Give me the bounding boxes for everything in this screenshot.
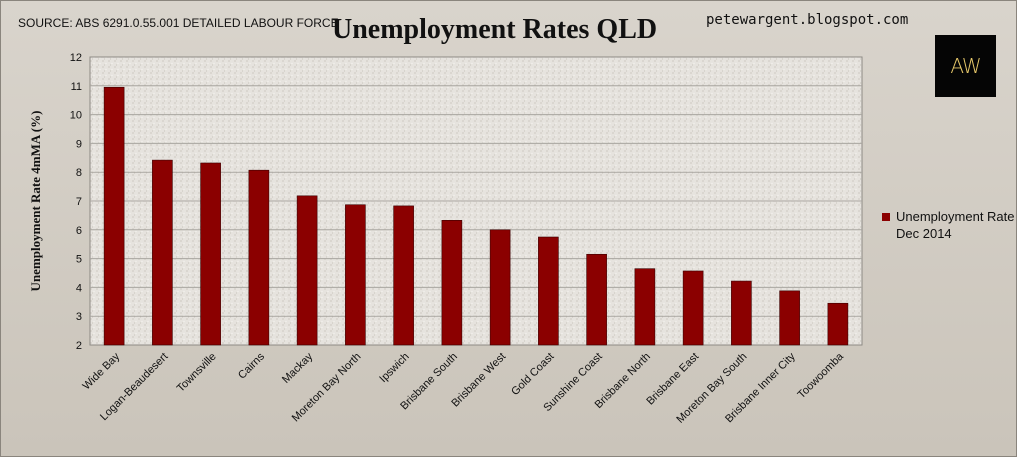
bar-toowoomba — [827, 302, 849, 346]
y-tick-label: 5 — [76, 254, 82, 266]
bar-mackay — [296, 195, 318, 346]
logo-text: AW — [950, 54, 981, 78]
x-tick-label: Wide Bay — [80, 350, 122, 392]
bar-brisbane-east — [682, 270, 704, 346]
bar-brisbane-north — [634, 268, 656, 346]
blog-url: petewargent.blogspot.com — [706, 12, 909, 28]
y-tick-label: 8 — [76, 167, 82, 179]
bar-logan-beaudesert — [152, 159, 173, 346]
legend-swatch — [882, 213, 890, 221]
y-tick-label: 6 — [76, 225, 82, 237]
bar-sunshine-coast — [586, 253, 607, 346]
y-axis-label: Unemployment Rate 4mMA (%) — [28, 111, 43, 292]
x-tick-label: Gold Coast — [509, 351, 556, 398]
legend-label: Unemployment Rate Dec 2014 — [896, 209, 1015, 241]
y-tick-label: 11 — [71, 81, 82, 93]
bar-brisbane-west — [489, 229, 511, 346]
x-tick-label: Toowoomba — [796, 350, 847, 401]
y-tick-label: 7 — [76, 196, 82, 208]
y-tick-label: 4 — [76, 282, 82, 294]
bar-gold-coast — [538, 236, 559, 346]
x-tick-label: Ipswich — [377, 351, 411, 385]
chart-title: Unemployment Rates QLD — [332, 14, 658, 45]
source-note: SOURCE: ABS 6291.0.55.001 DETAILED LABOU… — [18, 16, 339, 30]
y-tick-label: 12 — [70, 52, 82, 64]
bar-moreton-bay-north — [345, 204, 366, 346]
y-tick-label: 2 — [76, 340, 82, 352]
bar-moreton-bay-south — [731, 280, 752, 346]
x-tick-label: Cairns — [236, 350, 267, 381]
bar-cairns — [248, 169, 270, 346]
x-tick-label: Mackay — [280, 350, 316, 386]
bar-wide-bay — [103, 86, 125, 346]
bar-brisbane-south — [441, 219, 463, 346]
y-axis: 2 3 4 5 6 7 8 9 10 11 12 — [70, 52, 82, 352]
y-tick-label: 9 — [76, 138, 82, 150]
aw-logo: AW — [935, 35, 996, 97]
bar-ipswich — [393, 205, 414, 346]
bar-brisbane-inner-city — [779, 290, 800, 346]
y-tick-label: 3 — [76, 311, 82, 323]
legend: Unemployment Rate Dec 2014 — [882, 208, 1016, 242]
x-tick-label: Townsville — [175, 351, 219, 395]
bars — [103, 86, 849, 346]
y-tick-label: 10 — [70, 110, 82, 122]
bar-townsville — [200, 162, 221, 346]
